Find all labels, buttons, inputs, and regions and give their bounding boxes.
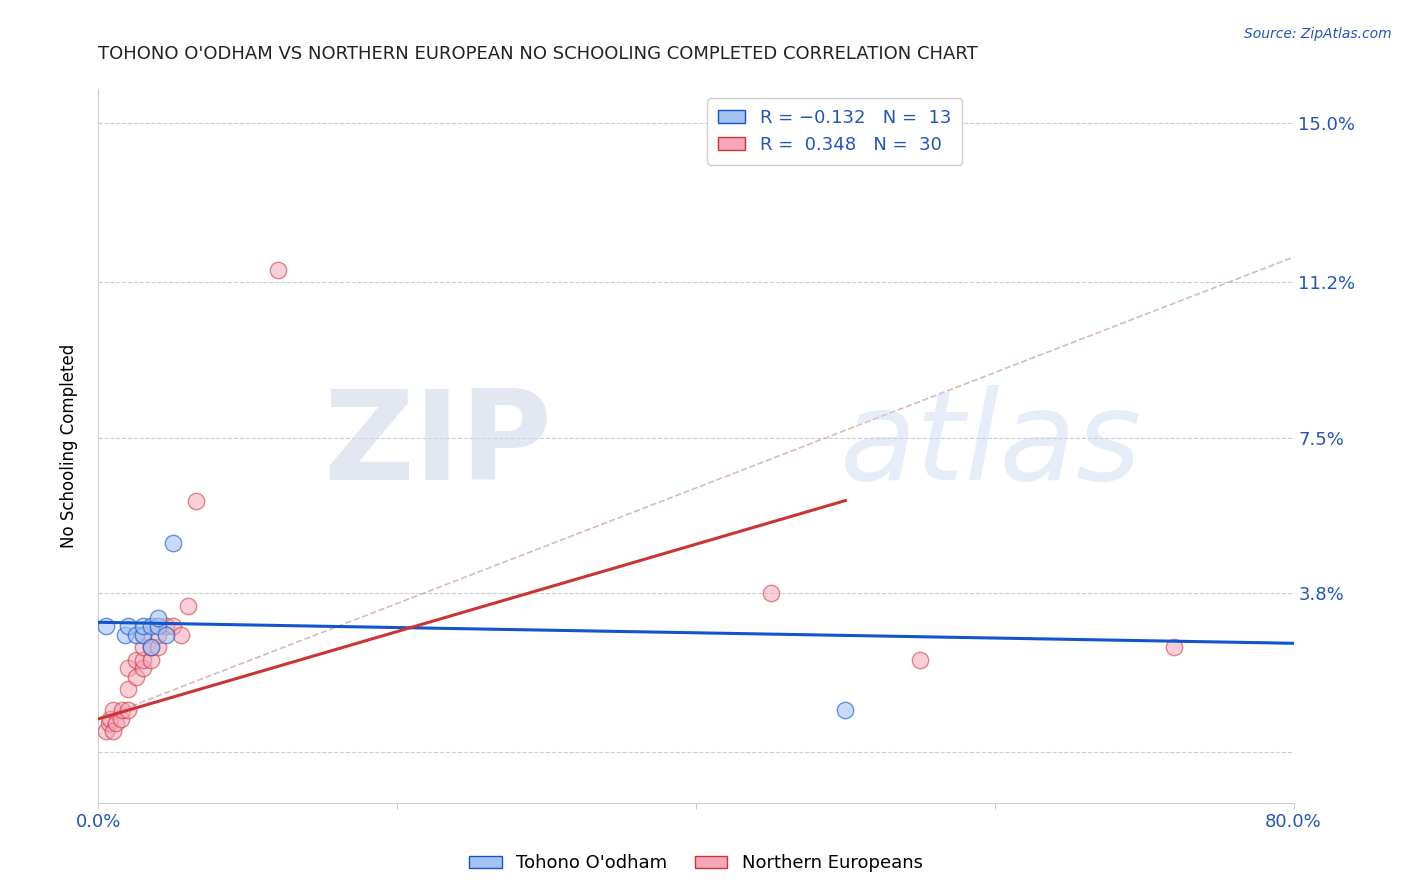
Text: TOHONO O'ODHAM VS NORTHERN EUROPEAN NO SCHOOLING COMPLETED CORRELATION CHART: TOHONO O'ODHAM VS NORTHERN EUROPEAN NO S… [98, 45, 979, 62]
Point [114, 628, 136, 642]
Y-axis label: No Schooling Completed: No Schooling Completed [59, 344, 77, 548]
Text: Source: ZipAtlas.com: Source: ZipAtlas.com [1244, 27, 1392, 41]
Point [103, 703, 125, 717]
Point [110, 712, 132, 726]
Point [139, 640, 162, 655]
Point [125, 628, 148, 642]
Point [155, 628, 177, 642]
Point [162, 535, 184, 549]
Point [125, 670, 148, 684]
Point [132, 640, 155, 655]
Point [97, 716, 120, 731]
Point [103, 724, 125, 739]
Point [100, 712, 122, 726]
Point [139, 640, 162, 655]
Point [132, 628, 155, 642]
Point [117, 619, 139, 633]
Point [177, 599, 200, 613]
Point [132, 628, 155, 642]
Point [111, 703, 134, 717]
Legend: Tohono O'odham, Northern Europeans: Tohono O'odham, Northern Europeans [463, 847, 929, 880]
Point [267, 262, 290, 277]
Point [132, 653, 155, 667]
Point [125, 653, 148, 667]
Point [139, 653, 162, 667]
Point [169, 628, 191, 642]
Point [148, 611, 170, 625]
Point [117, 661, 139, 675]
Point [132, 661, 155, 675]
Point [148, 640, 170, 655]
Point [162, 619, 184, 633]
Point [908, 653, 931, 667]
Text: atlas: atlas [839, 385, 1142, 507]
Point [117, 682, 139, 697]
Point [148, 619, 170, 633]
Point [117, 703, 139, 717]
Text: ZIP: ZIP [323, 385, 553, 507]
Point [759, 586, 782, 600]
Point [132, 619, 155, 633]
Point [105, 716, 128, 731]
Point [148, 628, 170, 642]
Point [155, 619, 177, 633]
Point [139, 619, 162, 633]
Point [94, 619, 117, 633]
Point [834, 703, 856, 717]
Point [94, 724, 117, 739]
Point [1163, 640, 1185, 655]
Point [184, 493, 207, 508]
